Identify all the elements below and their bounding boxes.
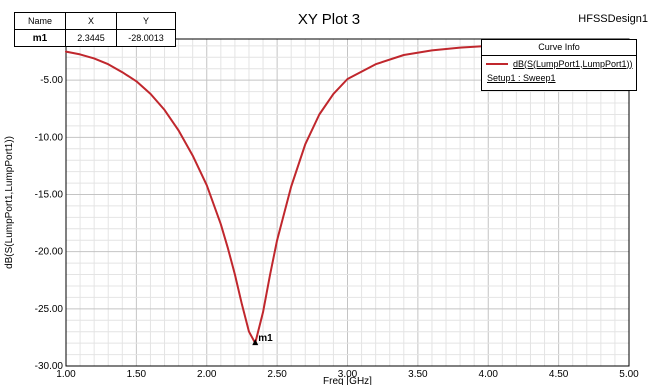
marker-y-cell: -28.0013	[116, 29, 176, 47]
marker-table-header-name: Name	[14, 12, 66, 30]
plot-area	[65, 38, 630, 367]
plot-title: XY Plot 3	[298, 11, 360, 28]
marker-table-header-y: Y	[116, 12, 176, 30]
marker-table[interactable]: Name X Y m1 2.3445 -28.0013	[14, 12, 176, 47]
y-axis-label: dB(S(LumpPort1,LumpPort1))	[4, 136, 15, 269]
y-tick-label: -5.00	[40, 75, 63, 86]
marker-table-header-row: Name X Y	[14, 12, 176, 30]
y-tick-label: -15.00	[35, 189, 64, 200]
x-tick-label: 1.00	[56, 369, 76, 380]
x-tick-label: 3.50	[408, 369, 428, 380]
y-tick-label: -20.00	[35, 247, 64, 258]
legend-swatch	[486, 62, 508, 65]
y-tick-label: -10.00	[35, 132, 64, 143]
x-tick-label: 3.00	[338, 369, 358, 380]
x-tick-label: 1.50	[127, 369, 147, 380]
marker-name-cell: m1	[14, 29, 66, 47]
series-layer	[65, 41, 630, 345]
x-axis-ticks: 1.00 1.50 2.00 2.50 3.00 3.50 4.00 4.50 5.00	[56, 369, 639, 380]
y-tick-label: -30.00	[35, 361, 64, 372]
marker-label: m1	[258, 333, 273, 344]
x-axis-label: Freq [GHz]	[323, 376, 372, 385]
marker-point[interactable]	[252, 339, 259, 346]
legend-title: Curve Info	[482, 40, 636, 56]
x-tick-label: 2.50	[267, 369, 287, 380]
curve-info-legend[interactable]: Curve Info dB(S(LumpPort1,LumpPort1)) Se…	[481, 39, 637, 91]
x-tick-label: 2.00	[197, 369, 217, 380]
x-tick-label: 5.00	[619, 369, 639, 380]
legend-entry[interactable]: dB(S(LumpPort1,LumpPort1))	[482, 56, 636, 71]
marker-layer: m1	[252, 333, 273, 346]
table-row[interactable]: m1 2.3445 -28.0013	[14, 29, 176, 47]
legend-setup-name[interactable]: Setup1 : Sweep1	[487, 73, 556, 83]
plot-grid	[65, 39, 630, 367]
x-tick-label: 4.50	[549, 369, 569, 380]
series-line[interactable]	[65, 41, 630, 345]
marker-table-header-x: X	[65, 12, 117, 30]
design-name: HFSSDesign1	[578, 13, 648, 25]
y-tick-label: -25.00	[35, 304, 64, 315]
marker-x-cell: 2.3445	[65, 29, 117, 47]
y-axis-ticks: -5.00 -10.00 -15.00 -20.00 -25.00 -30.00	[35, 75, 64, 372]
legend-trace-name[interactable]: dB(S(LumpPort1,LumpPort1))	[513, 58, 633, 69]
x-tick-label: 4.00	[479, 369, 499, 380]
